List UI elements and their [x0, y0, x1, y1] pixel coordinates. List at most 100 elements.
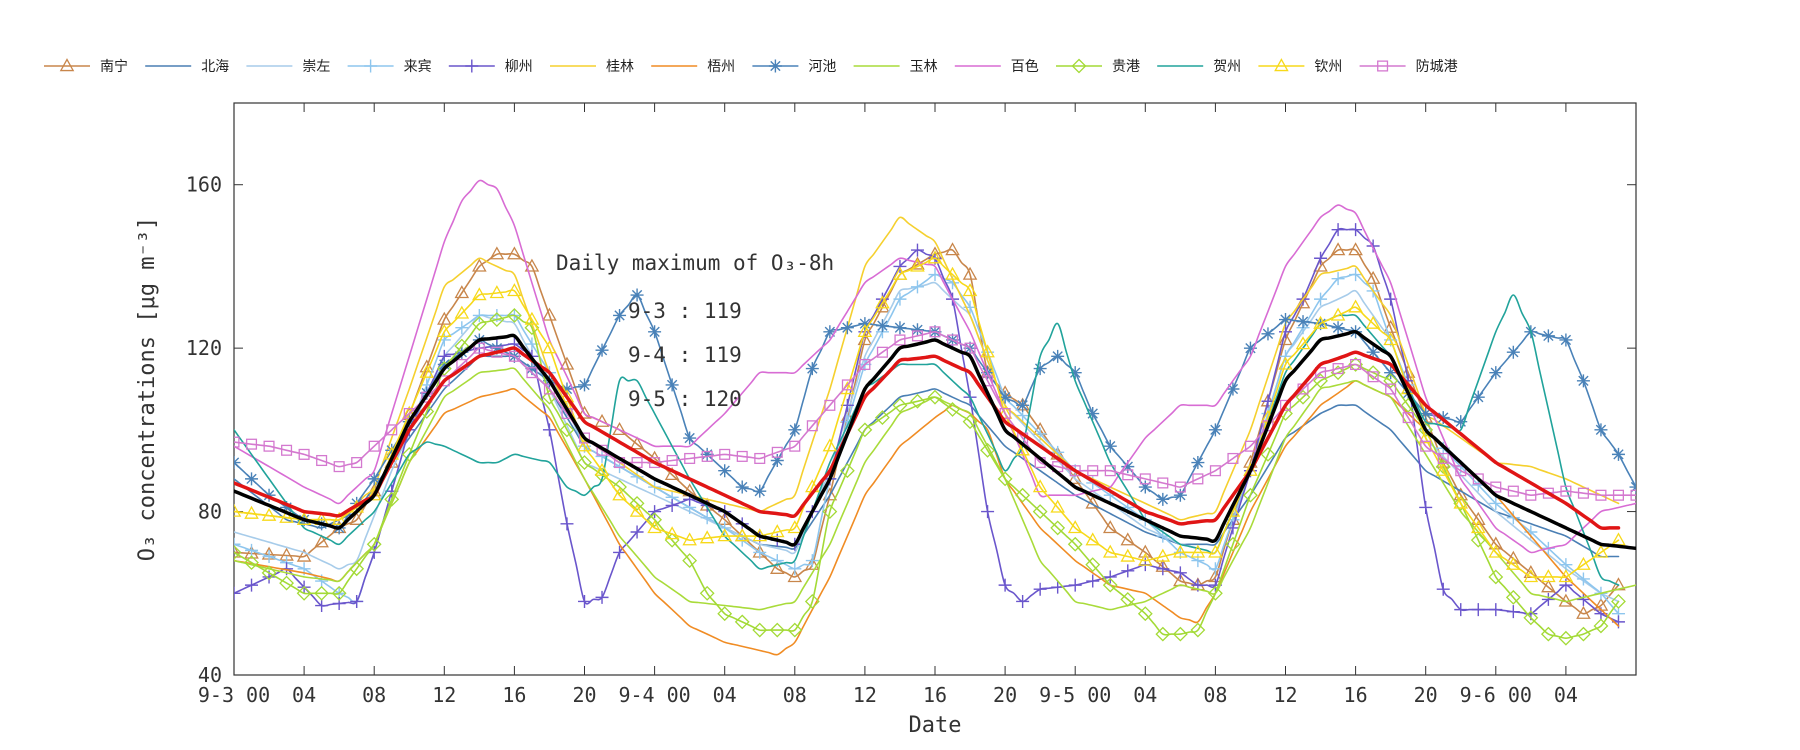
- series-marker: [1261, 394, 1275, 408]
- series-marker: [234, 537, 241, 551]
- series-marker: [234, 586, 241, 600]
- series-marker: [1225, 536, 1241, 552]
- series-marker: [945, 402, 960, 417]
- series-marker: [1383, 373, 1399, 389]
- series-marker: [1069, 465, 1081, 477]
- legend-label: 贺州: [1213, 59, 1241, 75]
- legend-item: 百色: [954, 58, 1039, 75]
- series-marker: [473, 342, 485, 354]
- y-tick-label: 40: [198, 663, 222, 687]
- series-marker: [1541, 592, 1555, 606]
- series-marker: [1488, 544, 1504, 558]
- series-marker: [1365, 365, 1381, 381]
- x-tick-label: 9-5 00: [1039, 683, 1111, 707]
- series-marker: [857, 422, 873, 438]
- series-marker: [1102, 544, 1118, 558]
- series-line: [234, 346, 1621, 531]
- series-marker: [1190, 622, 1206, 638]
- series-marker: [1155, 548, 1171, 562]
- series-marker: [1207, 585, 1223, 601]
- series-line: [234, 354, 1620, 558]
- series-marker: [684, 452, 696, 464]
- series-marker: [1506, 605, 1520, 619]
- series-marker: [298, 448, 310, 460]
- series-marker: [1087, 465, 1099, 477]
- series-marker: [1156, 562, 1170, 576]
- series-line: [234, 273, 1620, 615]
- series-marker: [1033, 582, 1047, 596]
- series-marker: [770, 454, 784, 467]
- series-marker: [1120, 532, 1136, 546]
- series-marker: [1156, 492, 1170, 506]
- series-marker: [787, 622, 803, 638]
- series-marker: [1506, 556, 1521, 570]
- series-marker: [1470, 520, 1486, 534]
- series-marker: [789, 440, 801, 452]
- x-tick-label: 08: [783, 683, 807, 707]
- x-tick-label: 04: [292, 683, 316, 707]
- series-marker: [1418, 430, 1433, 444]
- series-marker: [1227, 452, 1239, 464]
- series-marker: [1173, 544, 1188, 558]
- series-marker: [647, 512, 663, 528]
- series-marker: [331, 511, 347, 525]
- series-marker: [1540, 626, 1556, 642]
- series-marker: [1367, 371, 1379, 383]
- series-marker: [893, 259, 907, 273]
- series-marker: [560, 382, 574, 396]
- series-marker: [314, 534, 329, 548]
- series-marker: [1243, 487, 1258, 503]
- legend-item: 来宾: [347, 59, 432, 75]
- series-marker: [1630, 489, 1636, 501]
- series-marker: [648, 505, 662, 519]
- series-marker: [454, 305, 470, 319]
- x-tick-label: 12: [432, 683, 456, 707]
- series-marker: [454, 285, 470, 299]
- series-marker: [1366, 239, 1380, 253]
- series-marker: [771, 446, 783, 458]
- series-marker: [1121, 564, 1135, 578]
- series-marker: [945, 242, 960, 256]
- series-marker: [508, 350, 520, 362]
- series-marker: [612, 479, 627, 495]
- series-marker: [1523, 569, 1539, 583]
- series-marker: [386, 424, 398, 436]
- series-marker: [244, 505, 259, 519]
- series-marker: [1420, 440, 1432, 452]
- series-15: [234, 329, 1636, 551]
- series-marker: [1576, 374, 1590, 388]
- legend-item: 柳州: [448, 58, 533, 75]
- series-marker: [1208, 423, 1222, 437]
- series-marker: [613, 545, 627, 559]
- series-marker: [261, 565, 277, 581]
- series-marker: [805, 362, 819, 376]
- series-marker: [524, 258, 540, 272]
- series-marker: [1594, 423, 1608, 437]
- series-marker: [349, 561, 365, 577]
- series-marker: [752, 622, 768, 638]
- series-marker: [471, 316, 487, 332]
- series-marker: [962, 266, 978, 280]
- series-14: [234, 346, 1621, 531]
- legend-label: 南宁: [100, 58, 128, 75]
- series-marker: [296, 585, 312, 601]
- series-marker: [1243, 462, 1258, 476]
- series-marker: [560, 517, 574, 531]
- series-marker: [1377, 60, 1389, 72]
- series-marker: [333, 461, 345, 473]
- series-marker: [1331, 272, 1345, 286]
- legend-item: 北海: [145, 59, 229, 75]
- series-marker: [754, 452, 766, 464]
- series-marker: [929, 326, 941, 338]
- series-marker: [489, 246, 505, 260]
- x-tick-label: 04: [1554, 683, 1578, 707]
- series-marker: [59, 58, 75, 72]
- series-marker: [316, 454, 328, 467]
- series-marker: [1071, 58, 1087, 74]
- series-marker: [1279, 399, 1292, 411]
- series-marker: [629, 436, 645, 450]
- series-marker: [1471, 390, 1485, 404]
- series-marker: [524, 311, 540, 325]
- series-marker: [1278, 356, 1293, 370]
- series-13: [234, 326, 1636, 501]
